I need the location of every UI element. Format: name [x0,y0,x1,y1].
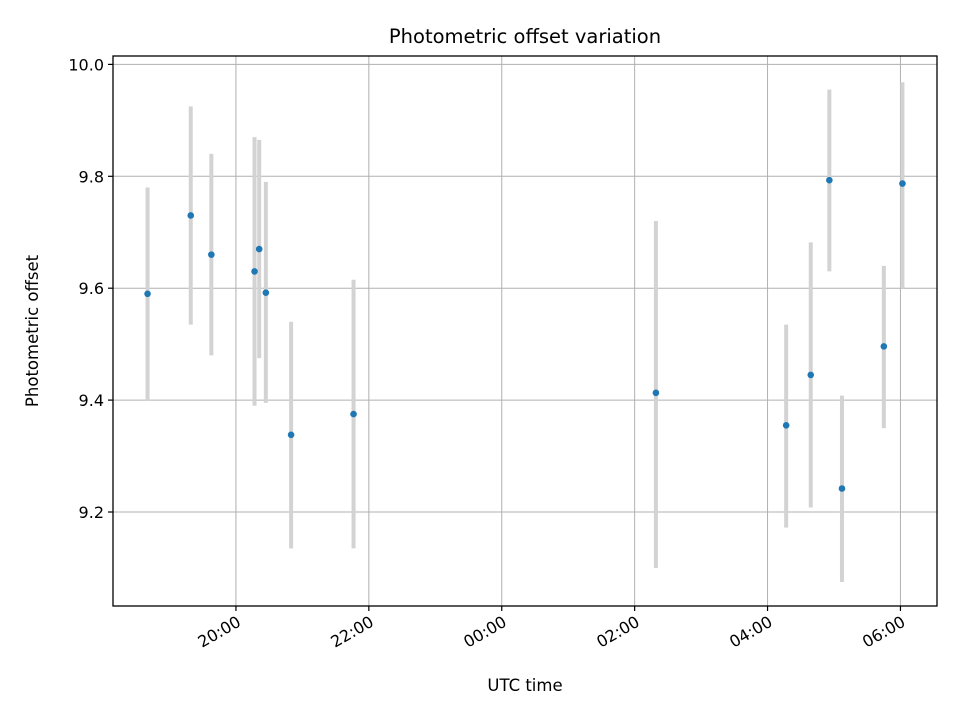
data-point [880,343,888,350]
data-point [838,485,846,492]
y-tick-label: 9.2 [79,503,104,522]
x-axis-label: UTC time [487,676,562,695]
y-tick-label: 10.0 [68,55,104,74]
data-point [782,421,790,429]
data-point [899,180,906,187]
data-points [144,176,906,492]
y-tick-label: 9.4 [79,391,104,410]
data-point [807,371,815,379]
data-point [251,268,258,275]
data-point [350,410,357,418]
data-point [287,431,295,439]
plot-frame [112,55,938,607]
y-axis: 9.2 9.4 9.6 9.8 10.0 [68,55,113,522]
y-axis-label: Photometric offset [23,254,42,407]
data-point [187,212,195,219]
data-point [826,176,833,184]
chart-title: Photometric offset variation [389,25,661,48]
y-tick-label: 9.6 [79,279,104,298]
data-point [262,289,270,296]
data-point [652,389,660,397]
y-tick-label: 9.8 [79,167,104,186]
data-point [144,290,151,298]
data-point [255,245,263,253]
data-point [208,251,215,258]
